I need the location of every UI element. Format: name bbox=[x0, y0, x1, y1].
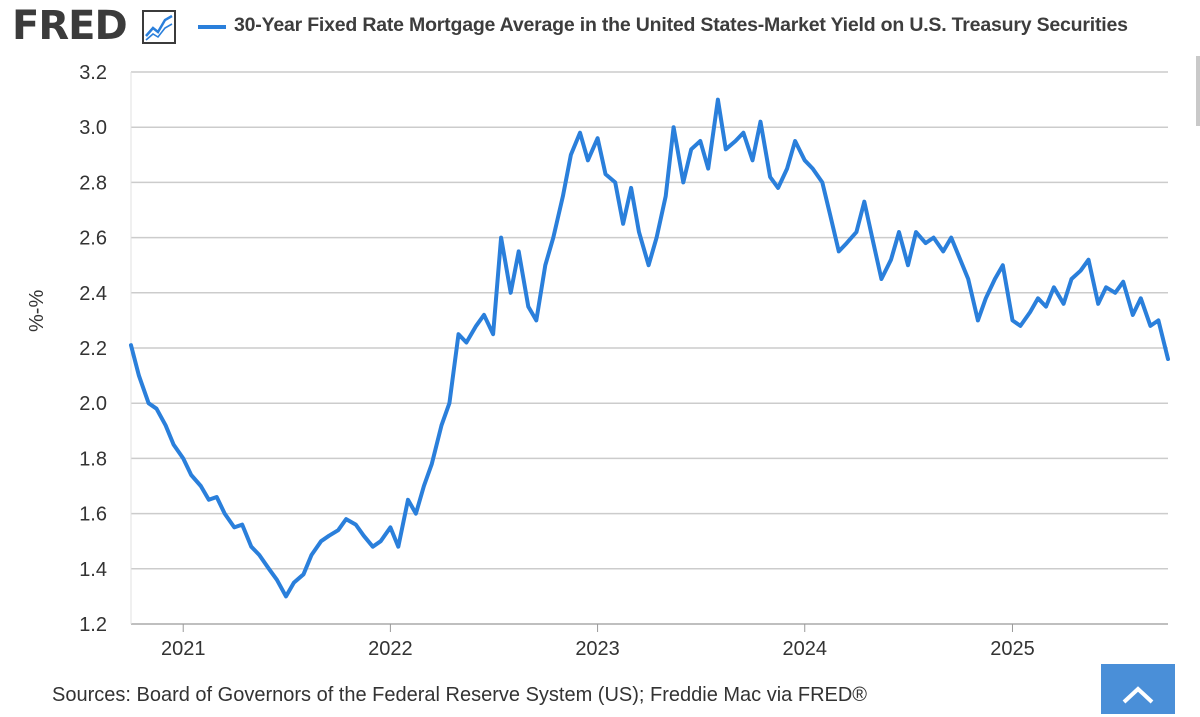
y-axis-label: %-% bbox=[26, 289, 48, 332]
sources-text: Sources: Board of Governors of the Feder… bbox=[52, 684, 868, 706]
scrollbar[interactable] bbox=[1196, 56, 1200, 126]
y-tick-label: 1.6 bbox=[79, 504, 107, 526]
back-to-top-button[interactable] bbox=[1101, 664, 1175, 714]
series-line bbox=[129, 97, 1170, 599]
y-tick-label: 1.8 bbox=[79, 448, 107, 470]
header: FRED 30-Year Fixed Rate Mortgage Average… bbox=[0, 0, 1200, 56]
x-tick-label: 2024 bbox=[782, 638, 827, 660]
x-tick-label: 2022 bbox=[368, 638, 413, 660]
legend-swatch bbox=[198, 25, 226, 29]
y-tick-label: 2.0 bbox=[79, 393, 107, 415]
y-tick-label: 2.8 bbox=[79, 172, 107, 194]
y-tick-label: 2.2 bbox=[79, 338, 107, 360]
y-tick-label: 1.4 bbox=[79, 559, 107, 581]
y-tick-label: 1.2 bbox=[79, 614, 107, 636]
legend-label: 30-Year Fixed Rate Mortgage Average in t… bbox=[234, 14, 1128, 36]
x-tick-label: 2025 bbox=[990, 638, 1035, 660]
y-tick-label: 2.6 bbox=[79, 228, 107, 250]
y-tick-label: 3.2 bbox=[79, 62, 107, 84]
line-chart-icon bbox=[142, 10, 176, 44]
y-tick-label: 3.0 bbox=[79, 117, 107, 139]
y-tick-label: 2.4 bbox=[79, 283, 107, 305]
chevron-up-icon bbox=[1122, 686, 1154, 704]
x-tick-label: 2021 bbox=[161, 638, 206, 660]
fred-logo[interactable]: FRED bbox=[12, 3, 128, 49]
x-tick-label: 2023 bbox=[575, 638, 620, 660]
